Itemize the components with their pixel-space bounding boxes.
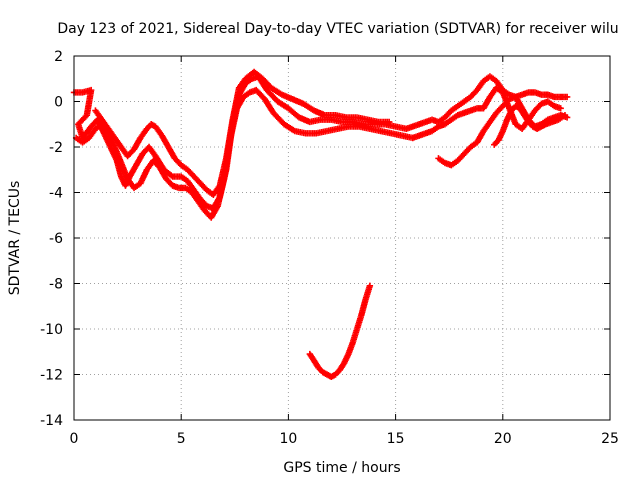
y-axis-label: SDTVAR / TECUs <box>7 181 23 296</box>
x-tick-label: 15 <box>387 431 405 447</box>
y-tick-label: 2 <box>54 49 63 65</box>
x-axis-label: GPS time / hours <box>283 460 400 476</box>
x-tick-label: 10 <box>279 431 297 447</box>
series-arc-f <box>409 84 564 142</box>
y-tick-label: 0 <box>54 95 63 111</box>
y-tick-label: -6 <box>49 231 63 247</box>
y-tick-label: -10 <box>40 322 63 338</box>
series-arc-c <box>92 68 393 198</box>
y-tick-label: -4 <box>49 186 63 202</box>
y-tick-label: -14 <box>40 413 63 429</box>
y-tick-label: -8 <box>49 277 63 293</box>
y-tick-label: -12 <box>40 368 63 384</box>
data-point <box>385 118 393 126</box>
y-tick-label: -2 <box>49 140 63 156</box>
data-point <box>563 93 571 101</box>
x-tick-label: 5 <box>177 431 186 447</box>
x-tick-label: 0 <box>70 431 79 447</box>
series-arc-h <box>491 102 569 148</box>
data-point <box>366 282 374 289</box>
chart-title: Day 123 of 2021, Sidereal Day-to-day VTE… <box>57 21 618 37</box>
data-marks <box>70 68 571 380</box>
data-point <box>557 105 564 112</box>
grid <box>74 56 610 420</box>
data-point <box>561 111 569 119</box>
series-arc-e <box>403 73 571 132</box>
x-tick-label: 25 <box>601 431 619 447</box>
axis-ticks: 0 5 10 15 20 25 -14 -12 -10 -8 -6 -4 -2 0 2 <box>40 49 619 447</box>
x-tick-label: 20 <box>494 431 512 447</box>
series-arc-d <box>306 282 374 380</box>
